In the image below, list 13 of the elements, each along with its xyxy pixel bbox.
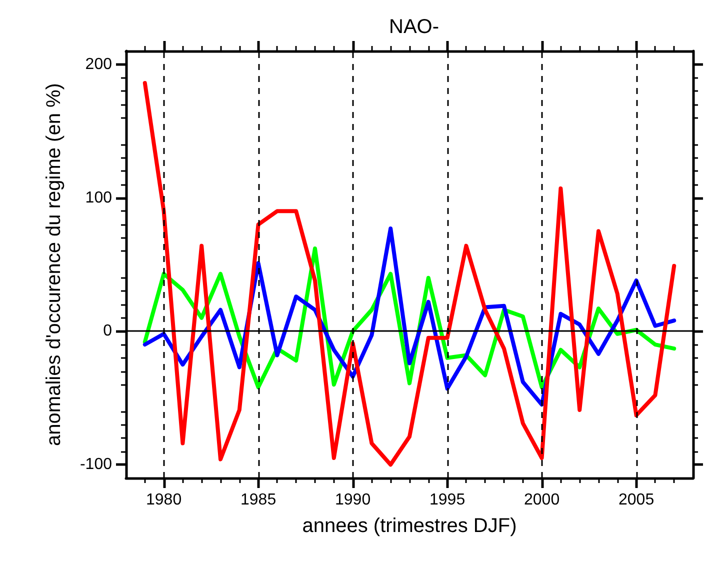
x-tick-label: 1980 xyxy=(146,492,182,508)
y-tick-label: 100 xyxy=(85,189,112,206)
x-tick-label: 1995 xyxy=(430,492,466,508)
chart-title: NAO- xyxy=(389,16,439,38)
y-axis-title: anomalies d'occurence du regime (en %) xyxy=(43,83,65,446)
x-tick-label: 1985 xyxy=(240,492,276,508)
x-tick-label: 2005 xyxy=(618,492,654,508)
x-tick-label: 2000 xyxy=(524,492,560,508)
y-tick-label: 0 xyxy=(103,322,112,340)
y-tick-label: 200 xyxy=(85,56,112,73)
x-tick-label: 1990 xyxy=(335,492,371,508)
x-axis-title: annees (trimestres DJF) xyxy=(302,515,517,537)
y-tick-label: -100 xyxy=(80,456,112,474)
